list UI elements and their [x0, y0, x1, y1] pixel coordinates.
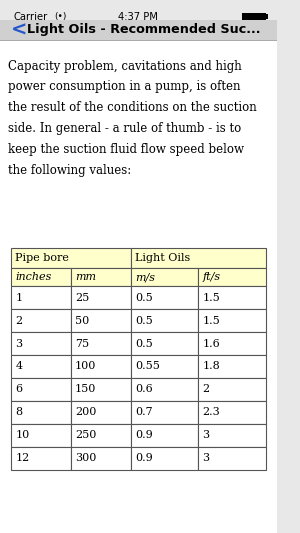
Text: 2: 2 — [202, 384, 209, 394]
Text: 25: 25 — [75, 293, 89, 303]
Text: Pipe bore: Pipe bore — [15, 253, 69, 263]
Text: 150: 150 — [75, 384, 96, 394]
Text: <: < — [11, 20, 27, 39]
Bar — [11, 355, 71, 378]
Text: 250: 250 — [75, 430, 96, 440]
Bar — [71, 286, 131, 309]
Bar — [71, 332, 131, 355]
Bar — [11, 248, 131, 268]
Text: Capacity problem, cavitations and high: Capacity problem, cavitations and high — [8, 60, 242, 72]
Bar — [11, 332, 71, 355]
Text: m/s: m/s — [135, 272, 155, 282]
Text: 6: 6 — [15, 384, 22, 394]
Text: 0.7: 0.7 — [135, 407, 152, 417]
Text: 3: 3 — [15, 338, 22, 349]
Bar — [198, 447, 266, 470]
Text: 10: 10 — [15, 430, 29, 440]
Bar — [131, 401, 198, 424]
Bar — [11, 286, 71, 309]
Text: 0.5: 0.5 — [135, 338, 153, 349]
Text: 3: 3 — [202, 453, 209, 463]
Text: mm: mm — [75, 272, 96, 282]
Text: 4: 4 — [15, 361, 22, 372]
Bar — [131, 447, 198, 470]
Bar — [131, 378, 198, 401]
Bar — [71, 424, 131, 447]
Bar — [242, 13, 266, 20]
Text: 1.6: 1.6 — [202, 338, 220, 349]
Bar — [131, 332, 198, 355]
Bar — [198, 424, 266, 447]
Text: 1.5: 1.5 — [202, 293, 220, 303]
Text: 100: 100 — [75, 361, 96, 372]
Text: 0.9: 0.9 — [135, 453, 153, 463]
Bar — [71, 378, 131, 401]
Text: 1: 1 — [15, 293, 22, 303]
Bar — [131, 309, 198, 332]
Bar — [11, 309, 71, 332]
Text: keep the suction fluid flow speed below: keep the suction fluid flow speed below — [8, 143, 244, 156]
Text: 0.5: 0.5 — [135, 316, 153, 326]
Text: inches: inches — [15, 272, 52, 282]
Text: ft/s: ft/s — [202, 272, 220, 282]
Bar — [11, 268, 71, 286]
Bar — [266, 14, 268, 19]
Bar — [131, 248, 266, 268]
Text: 0.6: 0.6 — [135, 384, 153, 394]
Text: 3: 3 — [202, 430, 209, 440]
Text: 300: 300 — [75, 453, 96, 463]
Bar — [11, 378, 71, 401]
Text: 0.5: 0.5 — [135, 293, 153, 303]
Text: 12: 12 — [15, 453, 29, 463]
Bar — [198, 332, 266, 355]
Text: 50: 50 — [75, 316, 89, 326]
Bar — [71, 401, 131, 424]
Text: 1.5: 1.5 — [202, 316, 220, 326]
Bar — [11, 401, 71, 424]
Bar — [198, 268, 266, 286]
Text: side. In general - a rule of thumb - is to: side. In general - a rule of thumb - is … — [8, 122, 242, 135]
Text: (•): (•) — [55, 12, 67, 21]
Bar — [198, 309, 266, 332]
Bar — [131, 355, 198, 378]
Bar — [11, 424, 71, 447]
Text: Light Oils - Recommended Suc...: Light Oils - Recommended Suc... — [27, 23, 261, 36]
Bar — [0, 40, 277, 41]
Bar — [131, 268, 198, 286]
Text: 4:37 PM: 4:37 PM — [118, 12, 158, 21]
Text: 2: 2 — [15, 316, 22, 326]
Text: 2.3: 2.3 — [202, 407, 220, 417]
Text: Carrier: Carrier — [14, 12, 48, 21]
Text: the following values:: the following values: — [8, 164, 132, 176]
Bar — [198, 378, 266, 401]
Bar — [71, 309, 131, 332]
Bar — [131, 286, 198, 309]
Text: the result of the conditions on the suction: the result of the conditions on the suct… — [8, 101, 257, 114]
Bar — [198, 401, 266, 424]
Bar — [198, 286, 266, 309]
Text: 0.9: 0.9 — [135, 430, 153, 440]
Bar — [71, 447, 131, 470]
Text: Light Oils: Light Oils — [135, 253, 190, 263]
Bar — [11, 447, 71, 470]
Text: 8: 8 — [15, 407, 22, 417]
Text: 75: 75 — [75, 338, 89, 349]
Bar — [71, 355, 131, 378]
Bar — [131, 424, 198, 447]
Bar — [71, 268, 131, 286]
Text: 200: 200 — [75, 407, 96, 417]
Text: 0.55: 0.55 — [135, 361, 160, 372]
Text: 1.8: 1.8 — [202, 361, 220, 372]
Bar — [198, 355, 266, 378]
Bar — [0, 20, 277, 40]
Text: power consumption in a pump, is often: power consumption in a pump, is often — [8, 80, 241, 93]
